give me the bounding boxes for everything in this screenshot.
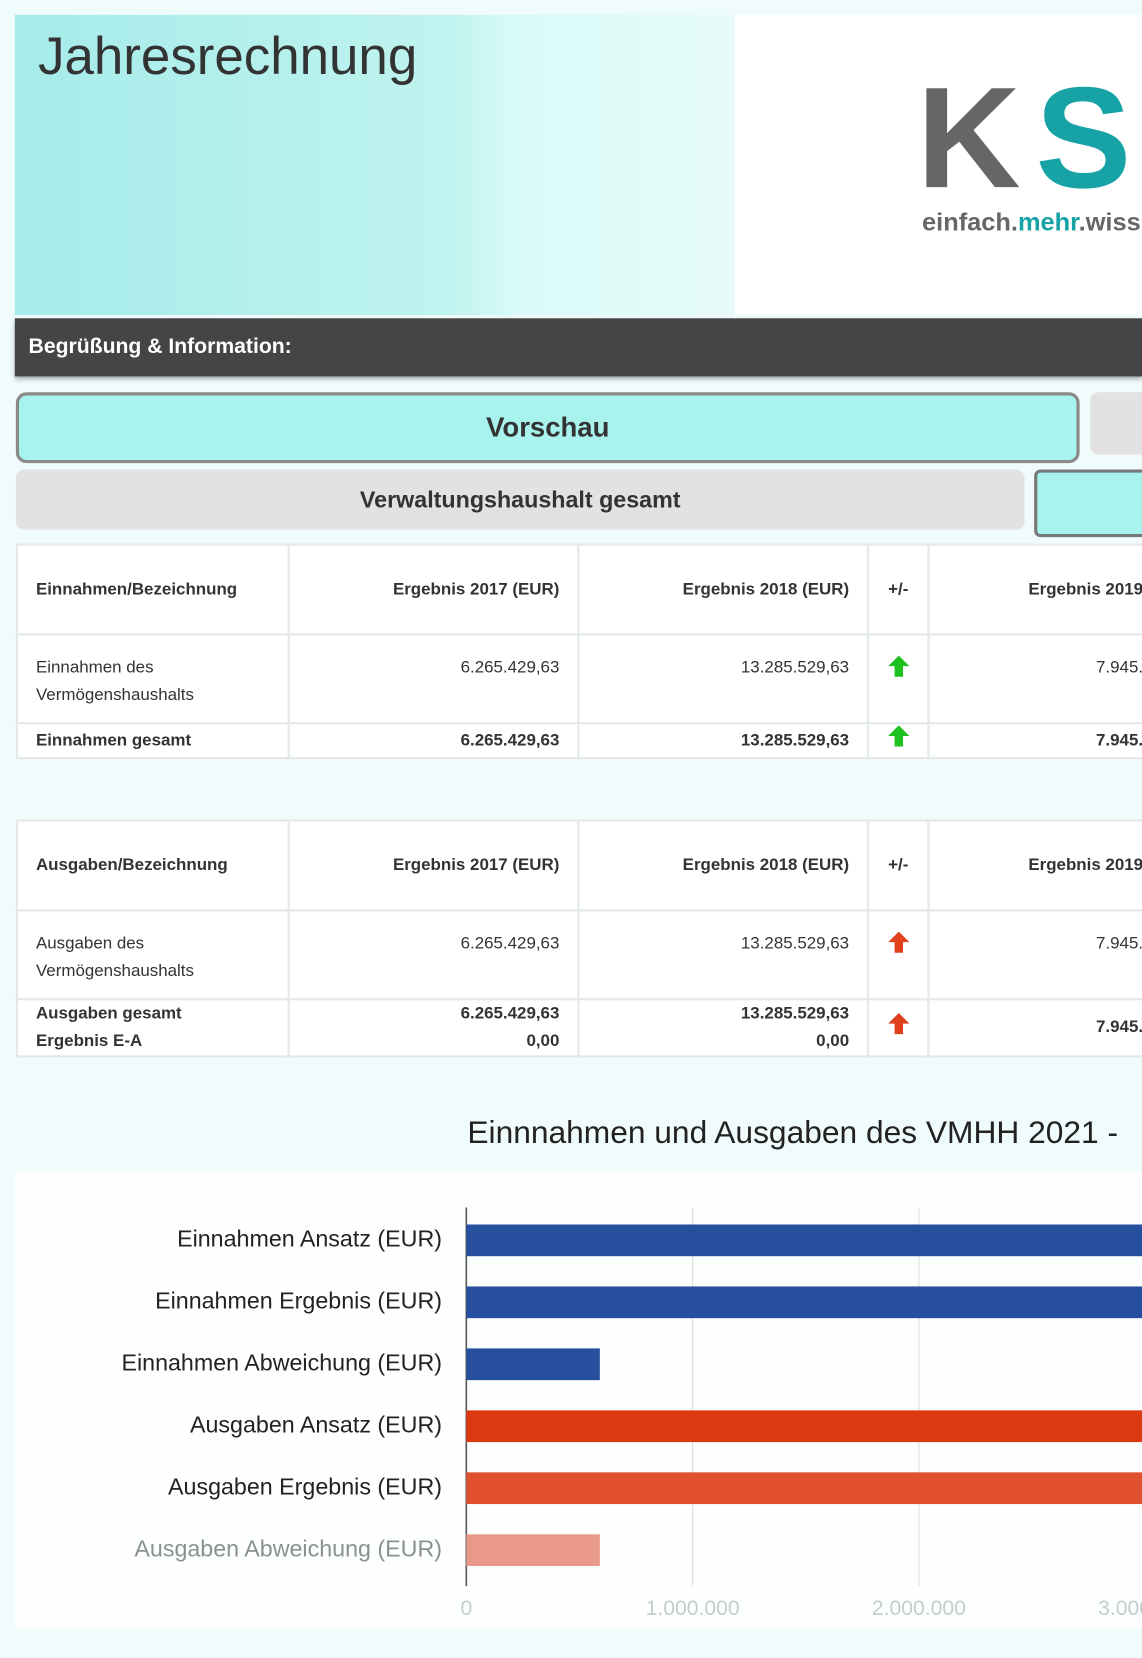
logo: KSL einfach.mehr.wiss [734, 14, 1142, 316]
table-row: Ausgaben gesamt Ergebnis E-A 6.265.429,63 0… [15, 998, 1142, 1058]
table-cell: 13.285.529,63 [577, 633, 870, 725]
cell-line: 6.265.429,63 [460, 731, 560, 750]
bar [466, 1410, 1142, 1443]
table-cell: Ausgaben des Vermögenshaushalts [15, 909, 290, 1001]
cell-line: 0,00 [816, 1032, 850, 1051]
header-cell: Ergebnis 2018 (EUR) [577, 819, 870, 912]
bar [466, 1286, 1142, 1319]
logo-letter: S [1035, 57, 1142, 218]
cell-line: 13.285.529,63 [740, 658, 850, 677]
tagline-part: .wiss [1078, 208, 1141, 237]
header-row: Einnahmen/Bezeichnung Ergebnis 2017 (EUR)… [15, 543, 1142, 636]
table-cell [867, 722, 930, 760]
tagline-part: mehr [1017, 208, 1079, 237]
logo-tagline: einfach.mehr.wiss [922, 208, 1141, 238]
table-cell: 7.945. [927, 909, 1142, 1001]
table-cell [867, 909, 930, 1001]
cell-line: Ausgaben des Vermögenshaushalts [35, 934, 194, 981]
tagline-part: einfach. [922, 208, 1018, 237]
trend-arrow [887, 725, 909, 747]
y-tick-label: Einnahmen Ansatz (EUR) [177, 1225, 442, 1251]
header-cell: Ergebnis 2019 [927, 543, 1142, 636]
cell-line: Ausgaben gesamt [35, 1004, 182, 1023]
table-cell: Ausgaben gesamt Ergebnis E-A [15, 998, 290, 1058]
y-tick-label: Einnahmen Abweichung (EUR) [121, 1349, 442, 1375]
expense-table: Ausgaben/Bezeichnung Ergebnis 2017 (EUR) E… [15, 819, 1142, 1058]
table-cell: 13.285.529,63 [577, 909, 870, 1001]
table-cell: 13.285.529,63 [577, 722, 870, 760]
x-tick-label: 3.000.000 [1098, 1597, 1142, 1620]
header-cell: +/- [867, 543, 930, 636]
bar [466, 1472, 1142, 1505]
header-row: Ausgaben/Bezeichnung Ergebnis 2017 (EUR) E… [15, 819, 1142, 912]
cell-line: 6.265.429,63 [460, 1004, 560, 1023]
table-cell: 6.265.429,63 0,00 [287, 998, 580, 1058]
header-cell: Ergebnis 2017 (EUR) [287, 543, 580, 636]
cell-line: Einnahmen gesamt [35, 731, 192, 750]
bar [466, 1534, 600, 1567]
x-tick-label: 1.000.000 [646, 1597, 740, 1620]
header-cell: Ergebnis 2018 (EUR) [577, 543, 870, 636]
cell-line: 13.285.529,63 [740, 731, 850, 750]
chart-title: Einnnahmen und Ausgaben des VMHH 2021 - [467, 1114, 1118, 1150]
logo-mark: KSL [917, 66, 1142, 210]
trend-arrow [887, 1012, 909, 1034]
cell-line: 7.945. [1096, 1018, 1142, 1037]
income-table: Einnahmen/Bezeichnung Ergebnis 2017 (EUR)… [15, 543, 1142, 760]
x-tick-label: 0 [460, 1597, 472, 1620]
y-tick-label: Ausgaben Ansatz (EUR) [190, 1411, 442, 1437]
header-cell: Einnahmen/Bezeichnung [15, 543, 290, 636]
table-row: Einnahmen gesamt 6.265.429,63 13.285.529,6… [15, 722, 1142, 760]
table-cell: 7.945. [927, 633, 1142, 725]
table-cell: 6.265.429,63 [287, 633, 580, 725]
header-cell: +/- [867, 819, 930, 912]
y-tick-label: Einnahmen Ergebnis (EUR) [155, 1287, 442, 1313]
cell-line: 7.945. [1096, 731, 1142, 750]
table-cell: 6.265.429,63 [287, 722, 580, 760]
table-cell: Einnahmen des Vermögenshaushalts [15, 633, 290, 725]
table-cell [867, 998, 930, 1058]
header-cell: Ergebnis 2017 (EUR) [287, 819, 580, 912]
trend-arrow [887, 931, 909, 953]
cell-line: 6.265.429,63 [460, 934, 560, 953]
table-cell: 7.945. [927, 722, 1142, 760]
logo-letter: K [916, 57, 1036, 218]
header-cell: Ausgaben/Bezeichnung [15, 819, 290, 912]
table-cell: Einnahmen gesamt [15, 722, 290, 760]
table-cell [867, 633, 930, 725]
header: Jahresrechnung [14, 14, 735, 316]
bar [466, 1348, 600, 1381]
cell-line: 7.945. [1096, 658, 1142, 677]
table-row: Einnahmen des Vermögenshaushalts 6.265.42… [15, 633, 1142, 725]
cell-line: Ergebnis E-A [35, 1032, 143, 1051]
table-cell: 13.285.529,63 0,00 [577, 998, 870, 1058]
section-title: Begrüßung & Information: [28, 335, 292, 359]
budget-button[interactable]: Verwaltungshaushalt gesamt [15, 469, 1025, 530]
section-bar: Begrüßung & Information: [14, 318, 1142, 377]
cell-line: 0,00 [526, 1032, 560, 1051]
preview-button[interactable]: Vorschau [15, 392, 1080, 464]
tab-button[interactable] [1034, 469, 1142, 538]
tab-button[interactable] [1090, 392, 1142, 455]
bar [466, 1224, 1142, 1257]
cell-line: 13.285.529,63 [740, 1004, 850, 1023]
table-row: Ausgaben des Vermögenshaushalts 6.265.429… [15, 909, 1142, 1001]
header-cell: Ergebnis 2019 [927, 819, 1142, 912]
cell-line: 6.265.429,63 [460, 658, 560, 677]
cell-line: Einnahmen des Vermögenshaushalts [35, 658, 194, 705]
cell-line: 13.285.529,63 [740, 934, 850, 953]
cell-line: 7.945. [1096, 934, 1142, 953]
trend-arrow [887, 655, 909, 677]
table-cell: 6.265.429,63 [287, 909, 580, 1001]
y-tick-label: Ausgaben Ergebnis (EUR) [168, 1473, 442, 1499]
x-tick-label: 2.000.000 [872, 1597, 966, 1620]
y-tick-label: Ausgaben Abweichung (EUR) [134, 1535, 442, 1561]
page-title: Jahresrechnung [38, 26, 418, 86]
table-cell: 7.945. [927, 998, 1142, 1058]
